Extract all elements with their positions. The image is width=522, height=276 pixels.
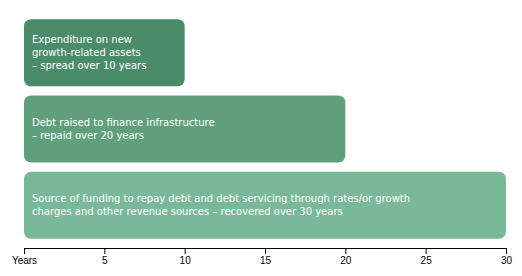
bars — [24, 19, 506, 239]
tick-label: 5 — [102, 255, 108, 266]
tick: 30 — [501, 248, 513, 266]
bar — [24, 172, 506, 239]
tick-label: 30 — [501, 255, 513, 266]
tick: 5 — [102, 248, 108, 266]
tick-label: Years — [12, 255, 37, 266]
tick-label: 25 — [421, 255, 433, 266]
bar — [24, 95, 345, 162]
tick: 20 — [340, 248, 352, 266]
tick-label: 15 — [260, 255, 272, 266]
tick-mark — [24, 248, 25, 254]
tick-mark — [345, 248, 346, 254]
tick-mark — [426, 248, 427, 254]
bar-labels: Expenditure on newgrowth-related assets–… — [32, 34, 410, 217]
tick-mark — [506, 248, 507, 254]
tick-label: 20 — [340, 255, 352, 266]
tick-mark — [265, 248, 266, 254]
tick-mark — [104, 248, 105, 254]
tick-label: 10 — [180, 255, 192, 266]
chart: Expenditure on newgrowth-related assets–… — [0, 0, 522, 276]
bar-label: Expenditure on newgrowth-related assets–… — [32, 34, 146, 71]
tick: Years — [12, 248, 37, 266]
x-axis: Years 5 10 15 20 25 30 — [12, 248, 513, 266]
plot: Expenditure on newgrowth-related assets–… — [12, 19, 513, 266]
bar-label: Debt raised to finance infrastructure– r… — [32, 117, 215, 141]
axis-line — [25, 249, 507, 255]
tick: 10 — [180, 248, 192, 266]
tick: 25 — [421, 248, 433, 266]
tick-mark — [185, 248, 186, 254]
bar — [24, 19, 185, 86]
bar-label: Source of funding to repay debt and debt… — [32, 193, 410, 217]
tick: 15 — [260, 248, 272, 266]
